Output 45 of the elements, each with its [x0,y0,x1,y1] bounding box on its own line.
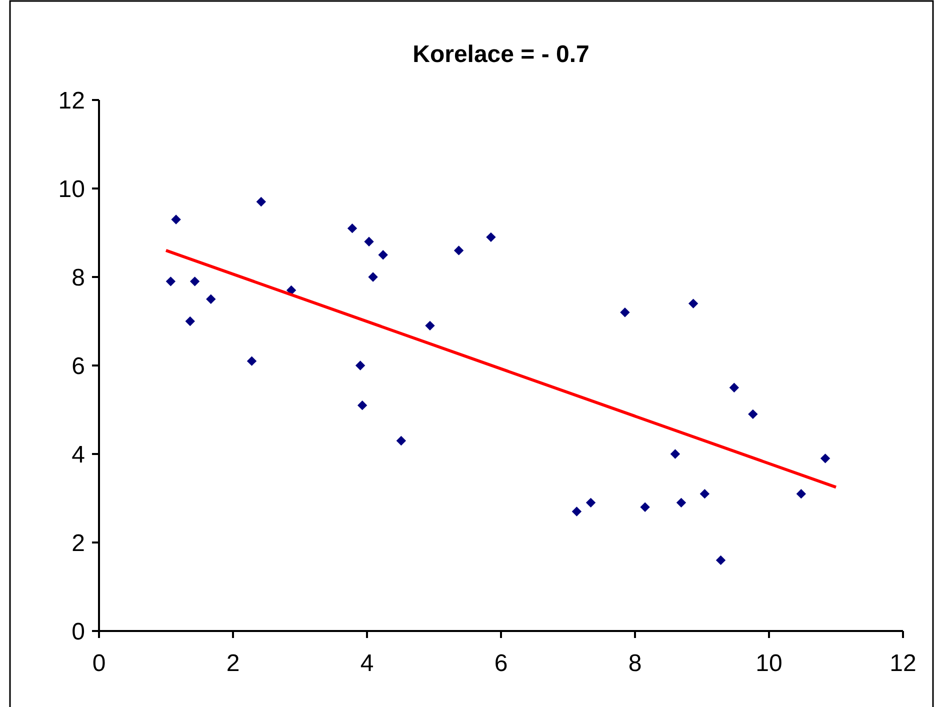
point [586,498,596,508]
point [425,320,435,331]
point [716,555,726,566]
point [620,308,630,318]
point [820,454,830,464]
point [700,488,710,499]
y-tick-label: 2 [72,530,85,557]
point [364,236,374,246]
y-tick-label: 4 [72,441,85,468]
point [378,250,388,260]
x-tick-label: 6 [494,650,508,677]
point [676,498,686,508]
point [206,294,216,304]
x-tick-label: 10 [756,650,782,677]
x-tick-label: 0 [92,650,106,677]
point [670,449,680,459]
point [368,272,378,282]
y-tick-label: 12 [58,87,85,114]
x-tick-label: 8 [628,650,642,677]
point [396,436,406,446]
y-tick-label: 0 [72,618,85,646]
point [729,382,740,392]
point [256,196,266,207]
x-tick-label: 12 [890,650,916,677]
point [171,214,181,224]
chart-title: Korelace = - 0.7 [412,41,590,68]
point [246,356,257,366]
point [572,506,582,516]
point [486,232,496,242]
point [454,246,464,256]
y-tick-label: 10 [58,176,85,203]
y-tick-label: 6 [72,352,85,380]
point [640,502,650,512]
point [688,298,698,308]
point [185,316,195,326]
point [355,360,366,370]
x-tick-label: 2 [226,650,240,677]
point [357,400,368,410]
y-tick-label: 8 [72,264,85,292]
point [796,488,806,499]
point [347,223,358,234]
point [190,276,200,286]
x-tick-label: 4 [360,650,374,677]
point [748,409,758,420]
point [166,276,176,286]
